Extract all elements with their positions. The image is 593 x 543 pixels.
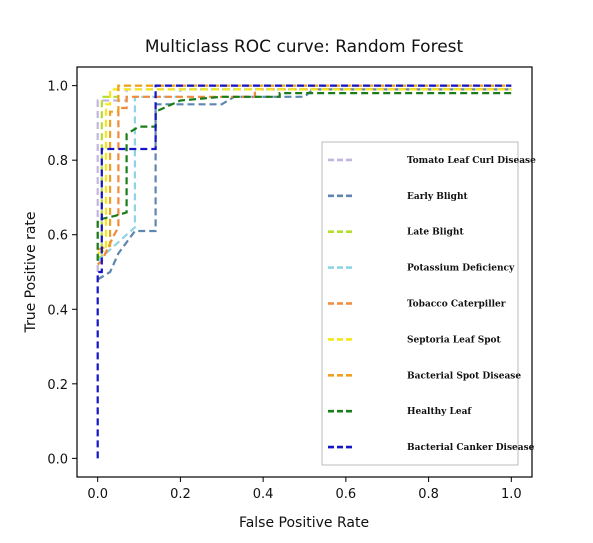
y-tick-label-1: 0.2 <box>47 378 68 393</box>
x-tick-label-1: 0.2 <box>170 487 191 502</box>
legend-label-6: Septoria Leaf Spot <box>407 335 501 345</box>
legend-label-1: Tomato Leaf Curl Disease <box>407 156 536 166</box>
x-tick-label-5: 1.0 <box>501 487 522 502</box>
x-tick-label-2: 0.4 <box>253 487 274 502</box>
x-tick-label-3: 0.6 <box>336 487 357 502</box>
legend-label-9: Bacterial Canker Disease <box>407 443 535 453</box>
y-tick-label-0: 0.0 <box>47 452 68 467</box>
y-tick-label-3: 0.6 <box>47 229 68 244</box>
legend-box <box>321 141 519 466</box>
series-layer <box>96 84 512 459</box>
series-line-6 <box>97 88 512 255</box>
series-line-5 <box>96 88 512 266</box>
legend-label-8: Healthy Leaf <box>407 407 472 417</box>
y-tick-label-4: 0.8 <box>47 154 68 169</box>
y-tick-label-5: 1.0 <box>47 80 68 95</box>
legend-label-7: Bacterial Spot Disease <box>407 371 521 381</box>
legend-label-4: Potassium Deficiency <box>407 264 515 274</box>
legend-label-5: Tobacco Caterpiller <box>407 300 506 310</box>
chart-title: Multiclass ROC curve: Random Forest <box>145 37 464 57</box>
x-tick-label-0: 0.0 <box>87 487 108 502</box>
series-line-9 <box>96 84 512 459</box>
plot-frame <box>76 66 533 478</box>
x-axis-label: False Positive Rate <box>239 515 369 531</box>
series-line-4 <box>96 88 512 262</box>
legend-label-2: Early Blight <box>407 192 468 202</box>
y-tick-label-2: 0.4 <box>47 303 68 318</box>
legend-label-3: Late Blight <box>407 228 464 238</box>
x-axis: 0.0 0.2 0.4 0.6 0.8 1.0 <box>87 477 522 502</box>
x-tick-label-4: 0.8 <box>418 487 439 502</box>
series-line-7 <box>97 84 512 251</box>
legend: Tomato Leaf Curl Disease Early Blight Late… <box>321 141 536 466</box>
y-axis: 0.0 0.2 0.4 0.6 0.8 1.0 <box>47 80 77 467</box>
y-axis-label: True Positive rate <box>23 211 39 333</box>
